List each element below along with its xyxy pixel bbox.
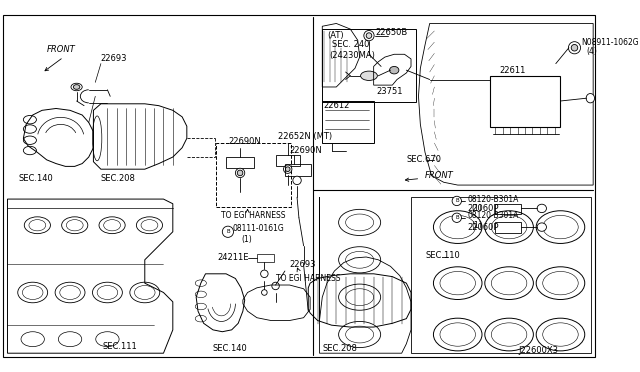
Bar	[490, 76, 561, 127]
Text: 22690N: 22690N	[289, 146, 323, 155]
Text: 08120-B301A: 08120-B301A	[467, 195, 518, 203]
Text: TO EGI HARNESS: TO EGI HARNESS	[276, 274, 340, 283]
Text: B: B	[456, 215, 460, 220]
Ellipse shape	[74, 85, 80, 89]
Text: N08911-1062G: N08911-1062G	[581, 38, 639, 46]
Text: (1): (1)	[472, 221, 483, 230]
Text: B: B	[226, 229, 230, 234]
Text: 22690N: 22690N	[229, 137, 262, 146]
Ellipse shape	[293, 176, 301, 185]
Text: 22060P: 22060P	[467, 222, 499, 232]
Ellipse shape	[537, 223, 547, 231]
Ellipse shape	[237, 170, 243, 176]
Ellipse shape	[364, 31, 374, 41]
Text: SEC.140: SEC.140	[213, 344, 248, 353]
Text: 23751: 23751	[376, 87, 403, 96]
Ellipse shape	[366, 33, 372, 38]
Text: 22060P: 22060P	[467, 204, 499, 213]
Text: FRONT: FRONT	[47, 45, 76, 54]
Text: 08111-0161G: 08111-0161G	[232, 224, 284, 234]
Bar	[216, 143, 291, 206]
Text: (24230MA): (24230MA)	[330, 51, 376, 60]
Text: SEC.208: SEC.208	[323, 344, 357, 353]
Bar	[495, 222, 521, 233]
Ellipse shape	[390, 67, 399, 74]
Ellipse shape	[568, 42, 580, 54]
Ellipse shape	[452, 213, 461, 222]
Text: SEC.140: SEC.140	[19, 174, 53, 183]
Bar	[495, 204, 521, 214]
Bar	[323, 29, 416, 102]
Ellipse shape	[236, 168, 244, 177]
Text: TO EGI HARNESS: TO EGI HARNESS	[221, 211, 286, 220]
Ellipse shape	[360, 71, 378, 80]
Text: 22612: 22612	[323, 101, 349, 110]
Ellipse shape	[285, 167, 290, 171]
Bar	[323, 101, 374, 143]
Ellipse shape	[71, 83, 82, 91]
Ellipse shape	[222, 226, 234, 237]
Text: SEC.110: SEC.110	[425, 251, 460, 260]
Text: SEC.208: SEC.208	[101, 174, 136, 183]
Text: B: B	[456, 198, 460, 203]
Ellipse shape	[572, 45, 578, 51]
Text: SEC.111: SEC.111	[103, 342, 138, 351]
Bar	[285, 164, 311, 176]
Text: SEC. 240: SEC. 240	[332, 41, 369, 49]
Text: 08120-B301A: 08120-B301A	[467, 211, 518, 220]
Ellipse shape	[586, 93, 595, 103]
Text: 24211E: 24211E	[218, 253, 249, 262]
Text: (4): (4)	[587, 47, 598, 56]
Bar	[276, 155, 300, 166]
Text: FRONT: FRONT	[425, 171, 454, 180]
Text: 22650B: 22650B	[376, 28, 408, 37]
Text: 22652N (MT): 22652N (MT)	[278, 132, 333, 141]
Ellipse shape	[452, 196, 461, 206]
Bar	[257, 254, 274, 262]
Text: (1): (1)	[472, 204, 483, 213]
Text: J22600X3: J22600X3	[518, 346, 559, 355]
Text: (1): (1)	[241, 235, 252, 244]
Text: 22611: 22611	[500, 66, 526, 75]
Ellipse shape	[537, 204, 547, 213]
Bar	[226, 157, 254, 168]
Ellipse shape	[284, 165, 292, 173]
Text: 22693: 22693	[101, 54, 127, 64]
Text: (AT): (AT)	[327, 31, 344, 40]
Text: SEC.670: SEC.670	[406, 155, 442, 164]
Text: 22693: 22693	[289, 260, 316, 269]
